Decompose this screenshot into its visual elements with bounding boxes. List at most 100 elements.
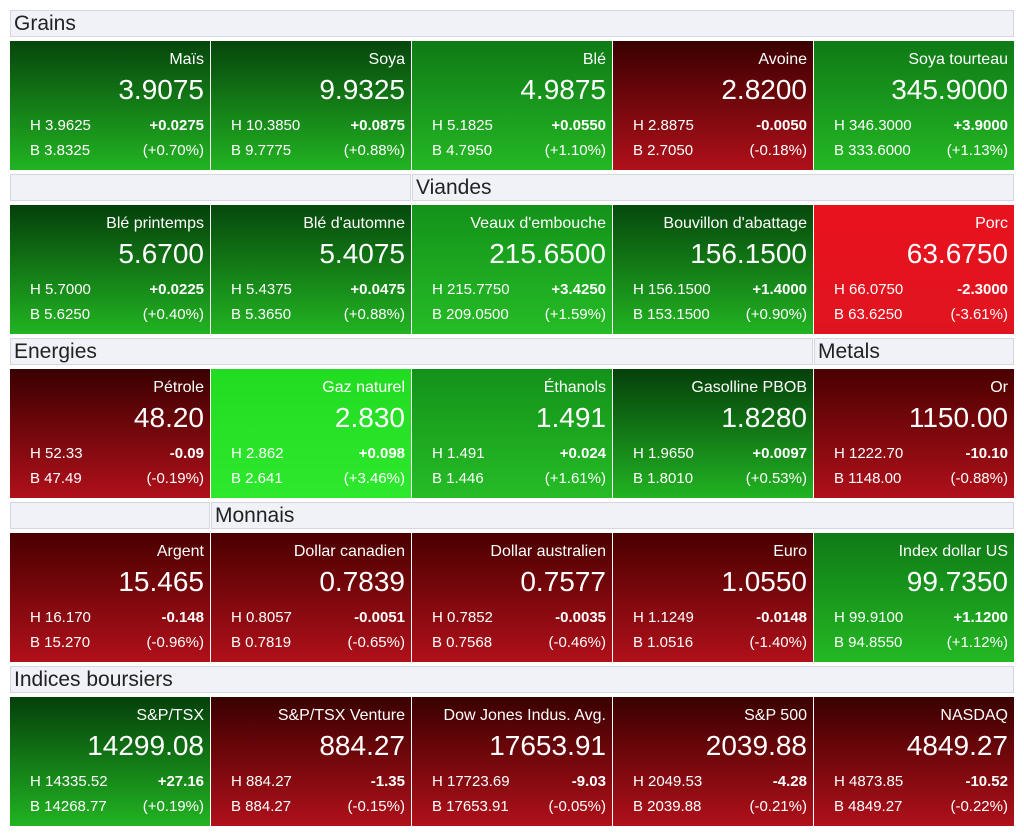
quote-price: 9.9325 <box>319 74 405 105</box>
quote-tile[interactable]: Veaux d'embouche 215.6500 H 215.7750 B 209.… <box>412 205 612 334</box>
quote-name: Gaz naturel <box>322 379 405 396</box>
quote-high: H 4873.85 <box>834 773 904 790</box>
quote-name: Éthanols <box>543 379 606 396</box>
quote-name: Soya <box>368 51 405 68</box>
section-header-indices: Indices boursiers <box>10 666 1014 693</box>
quote-change: +0.0875 <box>350 117 405 134</box>
quote-tile[interactable]: Dollar canadien 0.7839 H 0.8057 B 0.7819 -0.… <box>211 533 411 662</box>
quote-price: 0.7839 <box>319 566 405 597</box>
quote-tile[interactable]: Blé printemps 5.6700 H 5.7000 B 5.6250 +0.02… <box>10 205 210 334</box>
quote-price: 1.0550 <box>721 566 807 597</box>
quote-tile[interactable]: S&P/TSX Venture 884.27 H 884.27 B 884.27 -1.… <box>211 697 411 826</box>
quote-tile[interactable]: Dow Jones Indus. Avg. 17653.91 H 17723.69 B… <box>412 697 612 826</box>
quote-tile[interactable]: NASDAQ 4849.27 H 4873.85 B 4849.27 -10.52 (-0… <box>814 697 1014 826</box>
section-header-energies: Energies <box>10 338 813 365</box>
quote-low: B 1148.00 <box>834 470 902 487</box>
quote-tile[interactable]: Dollar australien 0.7577 H 0.7852 B 0.7568 -… <box>412 533 612 662</box>
quote-tile[interactable]: S&P/TSX 14299.08 H 14335.52 B 14268.77 +27.1… <box>10 697 210 826</box>
quote-change: -0.0051 <box>354 609 405 626</box>
quote-percent: (+0.19%) <box>142 798 204 815</box>
quote-change: +0.0475 <box>350 281 405 298</box>
quote-high: H 52.33 <box>30 445 83 462</box>
quote-name: Soya tourteau <box>908 51 1008 68</box>
quote-change: -9.03 <box>571 773 606 790</box>
quote-low: B 14268.77 <box>30 798 107 815</box>
quote-high: H 2.862 <box>231 445 284 462</box>
quote-change: +0.0550 <box>551 117 606 134</box>
section-header-metals: Metals <box>814 338 1014 365</box>
quote-name: Blé printemps <box>106 215 204 232</box>
quote-percent: (-0.22%) <box>950 798 1008 815</box>
quote-percent: (+0.90%) <box>745 306 807 323</box>
quote-low: B 2.641 <box>231 470 283 487</box>
quote-name: Pétrole <box>153 379 204 396</box>
quote-name: S&P 500 <box>744 707 807 724</box>
quote-low: B 209.0500 <box>432 306 509 323</box>
quote-tile[interactable]: Porc 63.6750 H 66.0750 B 63.6250 -2.3000 (-3.… <box>814 205 1014 334</box>
quote-name: Gasolline PBOB <box>691 379 807 396</box>
quote-change: +3.4250 <box>551 281 606 298</box>
quote-low: B 333.6000 <box>834 142 911 159</box>
quote-tile[interactable]: Pétrole 48.20 H 52.33 B 47.49 -0.09 (-0.19%) <box>10 369 210 498</box>
quote-change: +3.9000 <box>953 117 1008 134</box>
quote-name: NASDAQ <box>940 707 1008 724</box>
quote-percent: (-0.18%) <box>749 142 807 159</box>
quote-change: +27.16 <box>157 773 204 790</box>
quote-price: 1.8280 <box>721 402 807 433</box>
quote-tile[interactable]: Blé d'automne 5.4075 H 5.4375 B 5.3650 +0.04… <box>211 205 411 334</box>
quote-name: S&P/TSX <box>136 707 204 724</box>
quote-tile[interactable]: S&P 500 2039.88 H 2049.53 B 2039.88 -4.28 (-0… <box>613 697 813 826</box>
quote-price: 215.6500 <box>489 238 606 269</box>
quote-low: B 0.7819 <box>231 634 292 651</box>
quote-price: 15.465 <box>118 566 204 597</box>
quote-high: H 5.1825 <box>432 117 493 134</box>
quote-name: Dollar canadien <box>293 543 405 560</box>
quote-low: B 5.3650 <box>231 306 292 323</box>
quote-price: 884.27 <box>319 730 405 761</box>
quote-price: 63.6750 <box>906 238 1008 269</box>
quote-tile[interactable]: Maïs 3.9075 H 3.9625 B 3.8325 +0.0275 (+0.70%… <box>10 41 210 170</box>
quote-low: B 9.7775 <box>231 142 292 159</box>
quote-tile[interactable]: Bouvillon d'abattage 156.1500 H 156.1500 B … <box>613 205 813 334</box>
quote-change: -0.09 <box>169 445 204 462</box>
quote-price: 345.9000 <box>891 74 1008 105</box>
quote-tile[interactable]: Éthanols 1.491 H 1.491 B 1.446 +0.024 (+1.61%… <box>412 369 612 498</box>
quote-tile[interactable]: Soya tourteau 345.9000 H 346.3000 B 333.600… <box>814 41 1014 170</box>
quote-tile[interactable]: Argent 15.465 H 16.170 B 15.270 -0.148 (-0.96… <box>10 533 210 662</box>
quote-percent: (+1.59%) <box>544 306 606 323</box>
quote-percent: (+0.88%) <box>343 306 405 323</box>
quote-high: H 5.4375 <box>231 281 292 298</box>
quote-name: Blé d'automne <box>303 215 405 232</box>
quote-low: B 2.7050 <box>633 142 694 159</box>
quote-change: +1.4000 <box>752 281 807 298</box>
quote-tile[interactable]: Avoine 2.8200 H 2.8875 B 2.7050 -0.0050 (-0.1… <box>613 41 813 170</box>
quote-price: 2039.88 <box>705 730 807 761</box>
section-header-blank <box>10 174 411 201</box>
quote-high: H 1.9650 <box>633 445 694 462</box>
quote-price: 0.7577 <box>520 566 606 597</box>
quote-price: 99.7350 <box>906 566 1008 597</box>
quote-tile[interactable]: Or 1150.00 H 1222.70 B 1148.00 -10.10 (-0.88%… <box>814 369 1014 498</box>
quote-percent: (+1.13%) <box>946 142 1008 159</box>
quote-high: H 66.0750 <box>834 281 904 298</box>
quote-high: H 1.1249 <box>633 609 694 626</box>
quote-price: 48.20 <box>133 402 204 433</box>
quote-percent: (-3.61%) <box>950 306 1008 323</box>
quote-percent: (-1.40%) <box>749 634 807 651</box>
quote-tile[interactable]: Euro 1.0550 H 1.1249 B 1.0516 -0.0148 (-1.40%… <box>613 533 813 662</box>
quote-tile[interactable]: Gasolline PBOB 1.8280 H 1.9650 B 1.8010 +0.0… <box>613 369 813 498</box>
quote-high: H 3.9625 <box>30 117 91 134</box>
quote-change: -0.0050 <box>756 117 807 134</box>
quote-price: 1.491 <box>535 402 606 433</box>
quote-tile[interactable]: Index dollar US 99.7350 H 99.9100 B 94.8550… <box>814 533 1014 662</box>
quote-tile[interactable]: Blé 4.9875 H 5.1825 B 4.7950 +0.0550 (+1.10%) <box>412 41 612 170</box>
quote-name: Argent <box>156 543 204 560</box>
quote-price: 4849.27 <box>906 730 1008 761</box>
quote-percent: (-0.05%) <box>548 798 606 815</box>
quote-high: H 884.27 <box>231 773 292 790</box>
section-header-blank <box>10 502 210 529</box>
quote-tile[interactable]: Gaz naturel 2.830 H 2.862 B 2.641 +0.098 (+3.… <box>211 369 411 498</box>
quote-tile[interactable]: Soya 9.9325 H 10.3850 B 9.7775 +0.0875 (+0.88… <box>211 41 411 170</box>
quote-change: -1.35 <box>370 773 405 790</box>
quote-low: B 17653.91 <box>432 798 509 815</box>
